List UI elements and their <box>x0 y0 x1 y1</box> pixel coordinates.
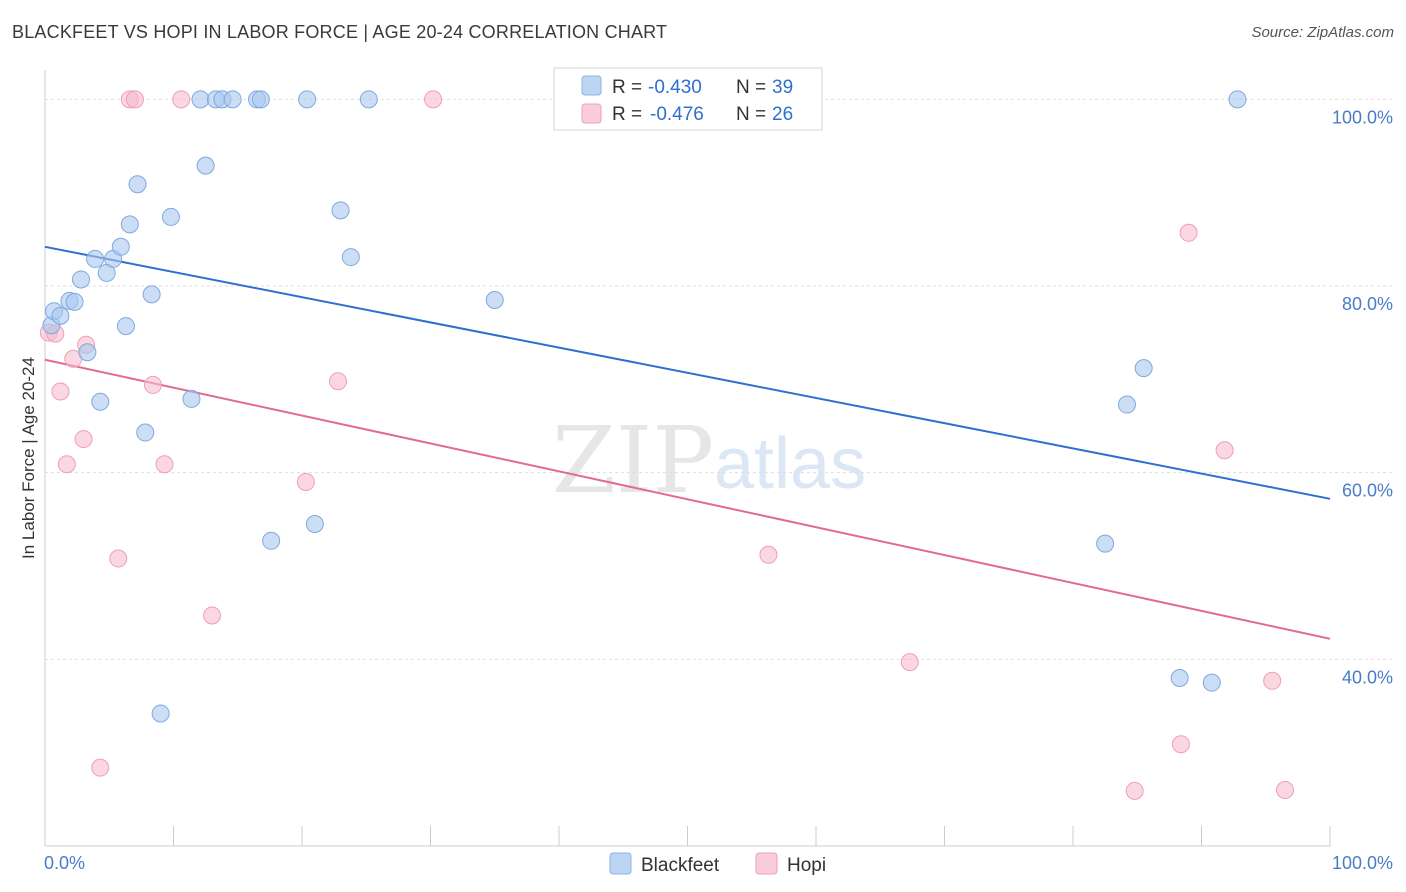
blackfeet-point <box>78 343 97 362</box>
blackfeet-point <box>116 317 135 336</box>
blackfeet-point <box>1202 673 1221 692</box>
trend-lines <box>44 245 1331 640</box>
blackfeet-point <box>196 156 215 175</box>
hopi-point <box>203 606 222 625</box>
hopi-point <box>57 455 76 474</box>
hopi-point <box>1171 735 1190 754</box>
blackfeet-point <box>86 249 105 268</box>
blackfeet-point <box>65 292 84 311</box>
tick-labels: 40.0% 60.0% 80.0% 100.0% 0.0% 100.0% <box>44 107 1393 873</box>
x-tick-label: 100.0% <box>1332 853 1393 873</box>
blackfeet-point <box>305 515 324 533</box>
blackfeet-point <box>151 704 170 723</box>
hopi-point <box>172 90 191 109</box>
blackfeet-point <box>485 291 504 309</box>
blackfeet-point <box>1170 669 1189 687</box>
hopi-point <box>759 545 778 564</box>
hopi-point <box>1125 781 1144 800</box>
data-points <box>39 90 1295 800</box>
y-tick-label: 80.0% <box>1342 294 1393 314</box>
bottom-legend-swatch-hopi <box>755 852 778 875</box>
hopi-point <box>1263 671 1282 690</box>
blackfeet-point <box>341 248 360 267</box>
hopi-point <box>155 455 174 474</box>
trend-line-blackfeet <box>44 245 1331 500</box>
blackfeet-point <box>1096 534 1115 553</box>
blackfeet-point <box>51 306 70 325</box>
hopi-point <box>1215 441 1234 460</box>
hopi-point <box>328 372 347 391</box>
blackfeet-point <box>1228 90 1247 109</box>
hopi-point <box>74 430 93 449</box>
y-tick-label: 100.0% <box>1332 107 1393 127</box>
watermark-atlas: atlas <box>714 424 866 504</box>
blackfeet-point <box>91 392 110 411</box>
hopi-point <box>91 758 110 777</box>
blackfeet-point <box>111 237 130 256</box>
y-axis-label: In Labor Force | Age 20-24 <box>19 357 38 559</box>
legend-n-value-2: 26 <box>772 104 793 125</box>
blackfeet-point <box>223 90 242 109</box>
trend-line-hopi <box>44 358 1331 640</box>
blackfeet-point <box>142 285 161 304</box>
hopi-point <box>125 90 144 109</box>
blackfeet-point <box>161 207 180 226</box>
legend-n-label-1: N = <box>736 77 766 98</box>
hopi-point <box>109 549 128 568</box>
blackfeet-point <box>191 90 210 109</box>
blackfeet-point <box>251 90 270 109</box>
blackfeet-point <box>359 90 378 109</box>
blackfeet-point <box>298 90 317 109</box>
blackfeet-point <box>136 423 155 442</box>
legend-r-label-2: R = <box>612 104 642 125</box>
blackfeet-point <box>1134 359 1153 378</box>
legend-r-label-1: R = <box>612 77 642 98</box>
blackfeet-point <box>182 389 201 408</box>
watermark-zip: ZIP <box>552 407 714 514</box>
grid-lines <box>45 98 1395 660</box>
blackfeet-point <box>331 201 350 220</box>
hopi-point <box>1179 223 1198 242</box>
hopi-point <box>900 653 919 672</box>
bottom-legend-label-blackfeet: Blackfeet <box>641 855 720 876</box>
blackfeet-point <box>120 215 139 234</box>
legend-n-value-1: 39 <box>772 77 793 98</box>
blackfeet-point <box>262 531 281 550</box>
series-legend: Blackfeet Hopi <box>609 852 826 876</box>
source-credit: Source: ZipAtlas.com <box>1251 24 1394 41</box>
bottom-legend-label-hopi: Hopi <box>787 855 826 876</box>
y-tick-label: 40.0% <box>1342 667 1393 687</box>
axes <box>44 70 1331 847</box>
blackfeet-point <box>128 175 147 194</box>
legend-swatch-hopi <box>581 103 602 124</box>
hopi-point <box>296 473 315 491</box>
legend-r-value-2: -0.476 <box>650 104 704 125</box>
bottom-legend-swatch-blackfeet <box>609 852 632 875</box>
blackfeet-point <box>1117 395 1136 414</box>
legend-r-value-1: -0.430 <box>648 77 702 98</box>
hopi-point <box>424 90 443 109</box>
correlation-legend: R = -0.430 N = 39 R = -0.476 N = 26 <box>553 67 823 131</box>
blackfeet-point <box>71 270 90 289</box>
hopi-point <box>1276 781 1295 799</box>
hopi-point <box>51 382 70 401</box>
legend-n-label-2: N = <box>736 104 766 125</box>
y-tick-label: 60.0% <box>1342 481 1393 501</box>
hopi-point <box>143 375 162 394</box>
legend-swatch-blackfeet <box>581 75 602 96</box>
chart-title: BLACKFEET VS HOPI IN LABOR FORCE | AGE 2… <box>12 22 668 42</box>
x-tick-label: 0.0% <box>44 853 85 873</box>
